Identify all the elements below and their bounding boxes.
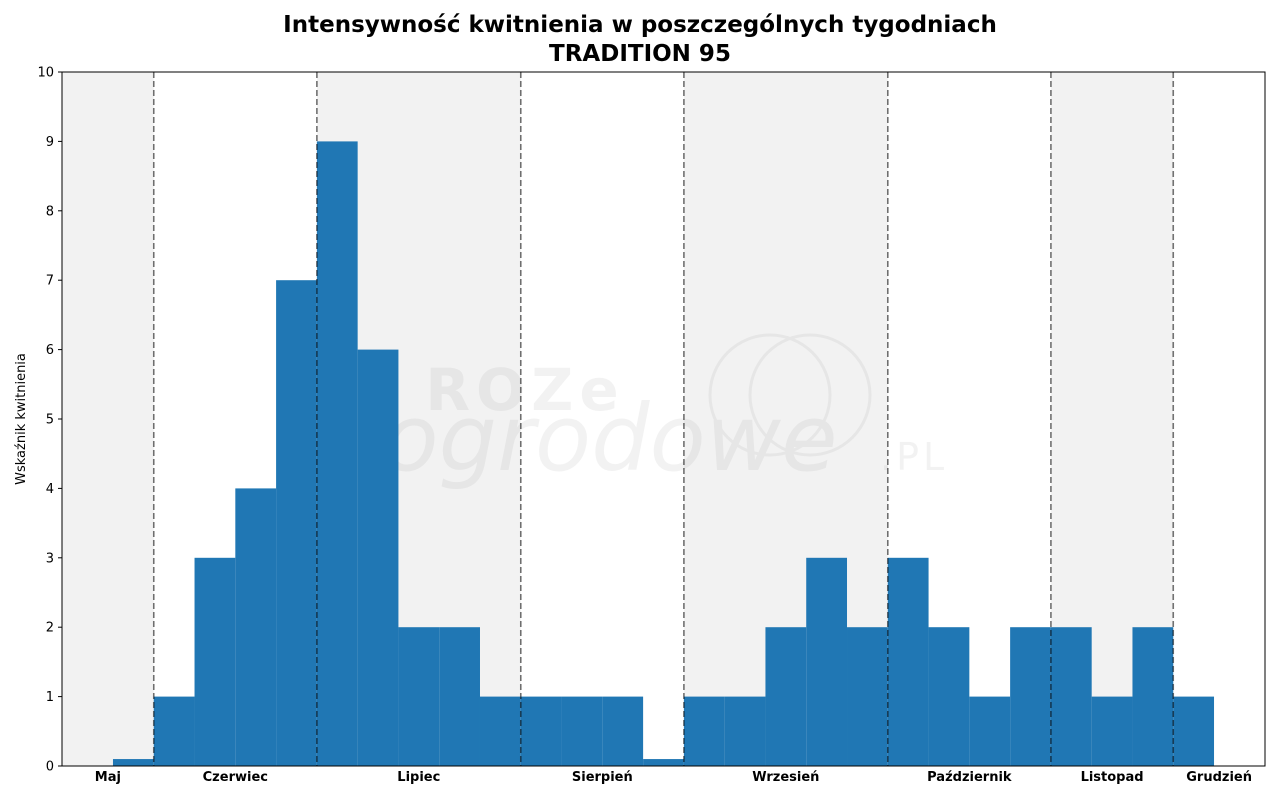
- watermark-line1: ROZe: [425, 356, 624, 424]
- bar-2: [194, 557, 236, 766]
- bar-22: [1010, 627, 1051, 766]
- bar-9: [479, 696, 521, 766]
- bar-18: [847, 627, 888, 766]
- bar-7: [398, 627, 440, 766]
- x-axis: Maj Czerwiec Lipiec Sierpień Wrzesień Paździe…: [95, 770, 1252, 785]
- y-tick-label-5: 5: [46, 413, 54, 428]
- watermark-suffix: .PL: [880, 435, 948, 479]
- bar-0: [112, 759, 154, 766]
- y-tick-label-1: 1: [46, 690, 54, 705]
- month-dividers: [152, 72, 1175, 766]
- bar-26: [1173, 696, 1215, 766]
- month-label-4: Wrzesień: [752, 770, 819, 785]
- month-label-2: Lipiec: [397, 770, 440, 785]
- bar-25: [1132, 627, 1174, 766]
- bar-6: [357, 349, 399, 766]
- bar-4: [276, 280, 317, 766]
- chart-subtitle: TRADITION 95: [549, 41, 731, 67]
- bar-20: [928, 627, 970, 766]
- bar-14: [683, 696, 725, 766]
- bar-13: [643, 759, 684, 766]
- y-tick-label-8: 8: [46, 204, 54, 219]
- bar-23: [1050, 627, 1092, 766]
- month-label-1: Czerwiec: [203, 770, 268, 785]
- bar-12: [602, 696, 644, 766]
- y-tick-label-3: 3: [46, 551, 54, 566]
- month-label-5: Październik: [927, 770, 1012, 785]
- y-tick-label-0: 0: [46, 760, 54, 775]
- watermark-logo: ROZe ogrodowe .PL: [382, 333, 948, 492]
- chart-title: Intensywność kwitnienia w poszczególnych…: [283, 12, 997, 38]
- y-tick-label-2: 2: [46, 621, 54, 636]
- y-tick-label-10: 10: [37, 66, 54, 81]
- bar-24: [1091, 696, 1133, 766]
- month-label-7: Grudzień: [1186, 770, 1252, 785]
- bar-17: [806, 557, 848, 766]
- bars: [112, 141, 1215, 766]
- y-tick-label-6: 6: [46, 343, 54, 358]
- y-tick-label-9: 9: [46, 135, 54, 150]
- bar-8: [439, 627, 480, 766]
- bar-16: [765, 627, 807, 766]
- bar-3: [235, 488, 277, 766]
- y-axis-label: Wskaźnik kwitnienia: [14, 353, 29, 485]
- bar-10: [520, 696, 562, 766]
- month-label-6: Listopad: [1081, 770, 1144, 785]
- y-tick-label-7: 7: [46, 274, 54, 289]
- y-axis: 0 1 2 3 4 5 6 7 8 9 10: [37, 66, 62, 775]
- bar-21: [969, 696, 1011, 766]
- watermark-line2: ogrodowe: [382, 385, 837, 492]
- month-label-3: Sierpień: [572, 770, 633, 785]
- month-label-0: Maj: [95, 770, 121, 785]
- bar-1: [153, 696, 195, 766]
- bar-5: [316, 141, 358, 766]
- bar-19: [887, 557, 929, 766]
- bar-15: [724, 696, 766, 766]
- y-tick-label-4: 4: [46, 482, 54, 497]
- bar-11: [561, 696, 603, 766]
- month-shade-0: [62, 72, 154, 766]
